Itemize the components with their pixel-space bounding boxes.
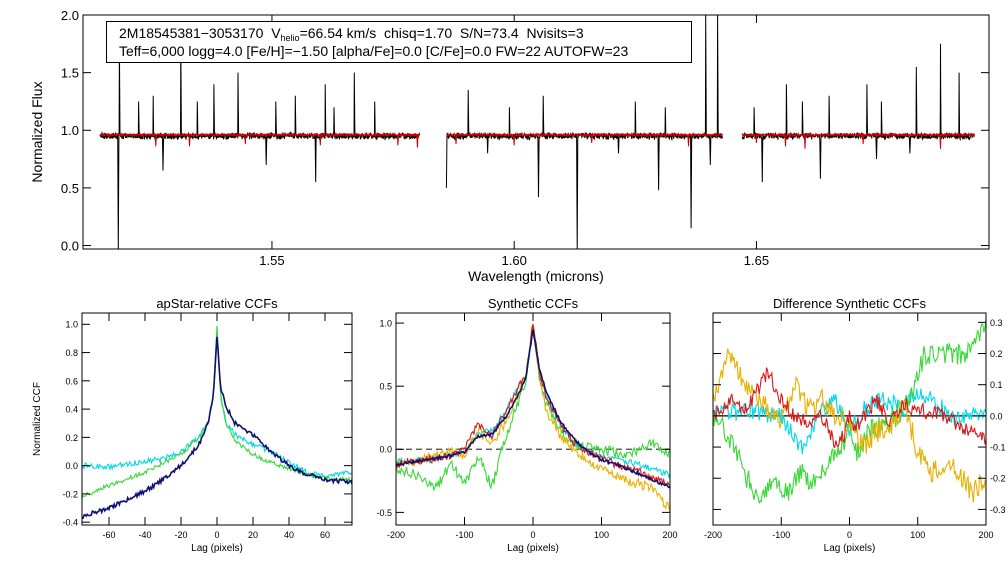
series-line-observed-spectrum-segment-0 <box>99 38 421 249</box>
y-tick-label: 0.0 <box>65 461 78 471</box>
chart-title: Synthetic CCFs <box>488 296 579 311</box>
x-axis-label: Lag (pixels) <box>824 543 876 554</box>
y-tick-label: 0.1 <box>990 380 1003 390</box>
star-info-box: 2M18545381−3053170 Vhelio=66.54 km/s chi… <box>106 21 692 63</box>
y-tick-label: 1.0 <box>379 319 392 329</box>
info-line-2: Teff=6,000 logg=4.0 [Fe/H]=−1.50 [alpha/… <box>119 43 629 59</box>
y-tick-label: 1.5 <box>61 66 79 81</box>
x-tick-label: 200 <box>978 530 993 540</box>
y-tick-label: 2.0 <box>61 8 79 23</box>
chart-title: Difference Synthetic CCFs <box>773 296 926 311</box>
y-tick-label: 0.0 <box>379 445 392 455</box>
x-axis-label: Lag (pixels) <box>191 543 243 554</box>
plot-area <box>82 325 352 520</box>
plot-frame <box>395 312 671 526</box>
x-tick-label: 0 <box>214 530 219 540</box>
series-line-model-spectrum-segment-0 <box>99 131 421 148</box>
y-tick-label: 1.0 <box>65 320 78 330</box>
y-tick-label: 0.5 <box>61 181 79 196</box>
x-axis-label: Wavelength (microns) <box>468 268 604 284</box>
x-tick-label: 20 <box>248 530 258 540</box>
series-line-visit-3 <box>82 336 352 520</box>
x-tick-label: -100 <box>772 530 790 540</box>
y-tick-label: -0.2 <box>990 474 1006 484</box>
series-line-model-spectrum-segment-1 <box>446 131 723 147</box>
x-tick-label: 0 <box>530 530 535 540</box>
series-line-observed-spectrum-segment-2 <box>741 43 975 183</box>
x-tick-label: 0 <box>847 530 852 540</box>
series-line-visit-2 <box>396 324 670 492</box>
y-axis-label: Normalized CCF <box>32 382 43 456</box>
series-line-visit-3 <box>713 348 986 503</box>
snr-value: S/N=73.4 <box>459 25 519 41</box>
chisq-value: chisq=1.70 <box>384 25 453 41</box>
plot-frame <box>712 312 987 526</box>
x-tick-label: -60 <box>102 530 115 540</box>
y-tick-label: 0.4 <box>65 405 78 415</box>
info-line-1: 2M18545381−3053170 Vhelio=66.54 km/s chi… <box>119 25 691 43</box>
x-tick-label: 200 <box>662 530 677 540</box>
chart-panel-0: 1.55 1.60 1.65 0.0 0.5 1.0 1.5 2.0 Wavelength (m… <box>29 8 990 284</box>
y-tick-label: -0.3 <box>990 505 1006 515</box>
x-axis-label: Lag (pixels) <box>507 543 559 554</box>
x-tick-label: -20 <box>174 530 187 540</box>
y-tick-label: 0.8 <box>65 348 78 358</box>
x-tick-label: 1.60 <box>502 253 527 268</box>
chart-panel-2: -200 -100 0 100 200 -0.5 0.0 0.5 1.0 Lag (pixels)… <box>376 296 677 554</box>
chart-panel-3: -200 -100 0 100 200 -0.3 -0.2 -0.1 0.0 0.1 0.2 0.3 L… <box>704 296 1006 554</box>
plot-frame <box>82 14 990 250</box>
series-line-visit-1 <box>82 333 352 479</box>
y-tick-label: -0.2 <box>62 489 78 499</box>
x-tick-label: 100 <box>910 530 925 540</box>
y-tick-label: 0.3 <box>990 318 1003 328</box>
plot-area <box>713 318 986 505</box>
y-tick-label: -0.5 <box>376 508 392 518</box>
y-tick-label: 0.0 <box>61 238 79 253</box>
x-tick-label: 100 <box>594 530 609 540</box>
x-tick-label: 1.55 <box>259 253 284 268</box>
y-tick-label: 0.0 <box>990 411 1003 421</box>
x-tick-label: -40 <box>138 530 151 540</box>
y-tick-label: 0.2 <box>65 433 78 443</box>
y-axis-label: Normalized Flux <box>29 81 45 182</box>
vhelio-value: =66.54 km/s <box>299 25 377 41</box>
y-tick-label: 1.0 <box>61 123 79 138</box>
vhelio-subscript: helio <box>280 33 300 43</box>
x-tick-label: 60 <box>320 530 330 540</box>
plot-area <box>99 15 975 249</box>
x-tick-label: -200 <box>387 530 405 540</box>
chart-title: apStar-relative CCFs <box>156 296 278 311</box>
series-line-visit-4 <box>713 367 986 449</box>
chart-panel-1: -60 -40 -20 0 20 40 60 -0.4 -0.2 0.0 0.2 0.4 0.6 0.8 1… <box>32 296 353 554</box>
vhelio-label: V <box>271 25 281 41</box>
y-tick-label: -0.4 <box>62 518 78 528</box>
series-line-model-spectrum-segment-2 <box>741 131 975 149</box>
y-tick-label: 0.5 <box>379 382 392 392</box>
series-line-visit-1 <box>713 388 986 455</box>
y-tick-label: 0.2 <box>990 349 1003 359</box>
series-line-visit-2 <box>713 318 986 505</box>
series-line-visit-2 <box>82 325 352 499</box>
x-tick-label: -200 <box>704 530 722 540</box>
x-tick-label: -100 <box>455 530 473 540</box>
nvisits-value: Nvisits=3 <box>526 25 584 41</box>
y-tick-label: -0.1 <box>990 442 1006 452</box>
series-line-combined <box>396 329 670 489</box>
object-id: 2M18545381−3053170 <box>119 25 264 41</box>
y-tick-label: 0.6 <box>65 376 78 386</box>
x-tick-label: 1.65 <box>744 253 769 268</box>
x-tick-label: 40 <box>284 530 294 540</box>
plot-area <box>396 323 670 514</box>
